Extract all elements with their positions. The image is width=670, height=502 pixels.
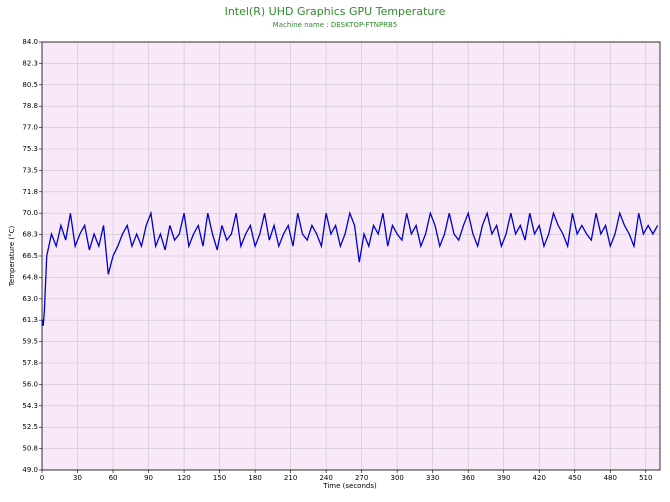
- y-tick-label: 75.3: [22, 145, 38, 153]
- x-tick-label: 120: [177, 474, 190, 482]
- x-tick-label: 330: [426, 474, 439, 482]
- x-tick-label: 60: [109, 474, 118, 482]
- x-tick-label: 510: [639, 474, 652, 482]
- y-tick-label: 61.3: [22, 316, 38, 324]
- y-tick-label: 77.0: [22, 124, 38, 132]
- y-tick-label: 84.0: [22, 38, 38, 46]
- y-tick-label: 71.8: [22, 188, 38, 196]
- x-tick-label: 90: [144, 474, 153, 482]
- data-line: [41, 210, 659, 326]
- y-tick-label: 66.5: [22, 252, 38, 260]
- chart-subtitle: Machine name : DESKTOP-FTNPRB5: [273, 21, 398, 29]
- y-tick-label: 59.5: [22, 338, 38, 346]
- y-tick-label: 80.5: [22, 81, 38, 89]
- x-tick-label: 150: [213, 474, 226, 482]
- y-tick-label: 73.5: [22, 166, 38, 174]
- y-tick-label: 52.5: [22, 423, 38, 431]
- y-tick-label: 63.0: [22, 295, 38, 303]
- y-tick-label: 70.0: [22, 209, 38, 217]
- plot-border: [41, 41, 661, 471]
- y-axis-label: Temperature (°C): [8, 226, 16, 288]
- y-tick-label: 50.8: [22, 445, 38, 453]
- y-tick-label: 64.8: [22, 273, 38, 281]
- y-tick-label: 49.0: [22, 466, 38, 474]
- y-tick-label: 68.3: [22, 231, 38, 239]
- x-tick-label: 300: [390, 474, 403, 482]
- x-tick-label: 180: [248, 474, 261, 482]
- chart-title: Intel(R) UHD Graphics GPU Temperature: [225, 5, 446, 18]
- x-tick-label: 390: [497, 474, 510, 482]
- x-tick-label: 0: [40, 474, 44, 482]
- x-tick-label: 480: [604, 474, 617, 482]
- x-tick-label: 450: [568, 474, 581, 482]
- x-axis-label: Time (seconds): [322, 482, 377, 490]
- y-tick-label: 82.3: [22, 59, 38, 67]
- y-tick-label: 78.8: [22, 102, 38, 110]
- x-tick-label: 30: [73, 474, 82, 482]
- y-tick-label: 57.8: [22, 359, 38, 367]
- y-tick-label: 54.3: [22, 402, 38, 410]
- x-tick-label: 210: [284, 474, 297, 482]
- x-tick-label: 360: [462, 474, 475, 482]
- x-tick-label: 270: [355, 474, 368, 482]
- x-tick-label: 420: [533, 474, 546, 482]
- x-tick-label: 240: [319, 474, 332, 482]
- y-tick-label: 56.0: [22, 380, 38, 388]
